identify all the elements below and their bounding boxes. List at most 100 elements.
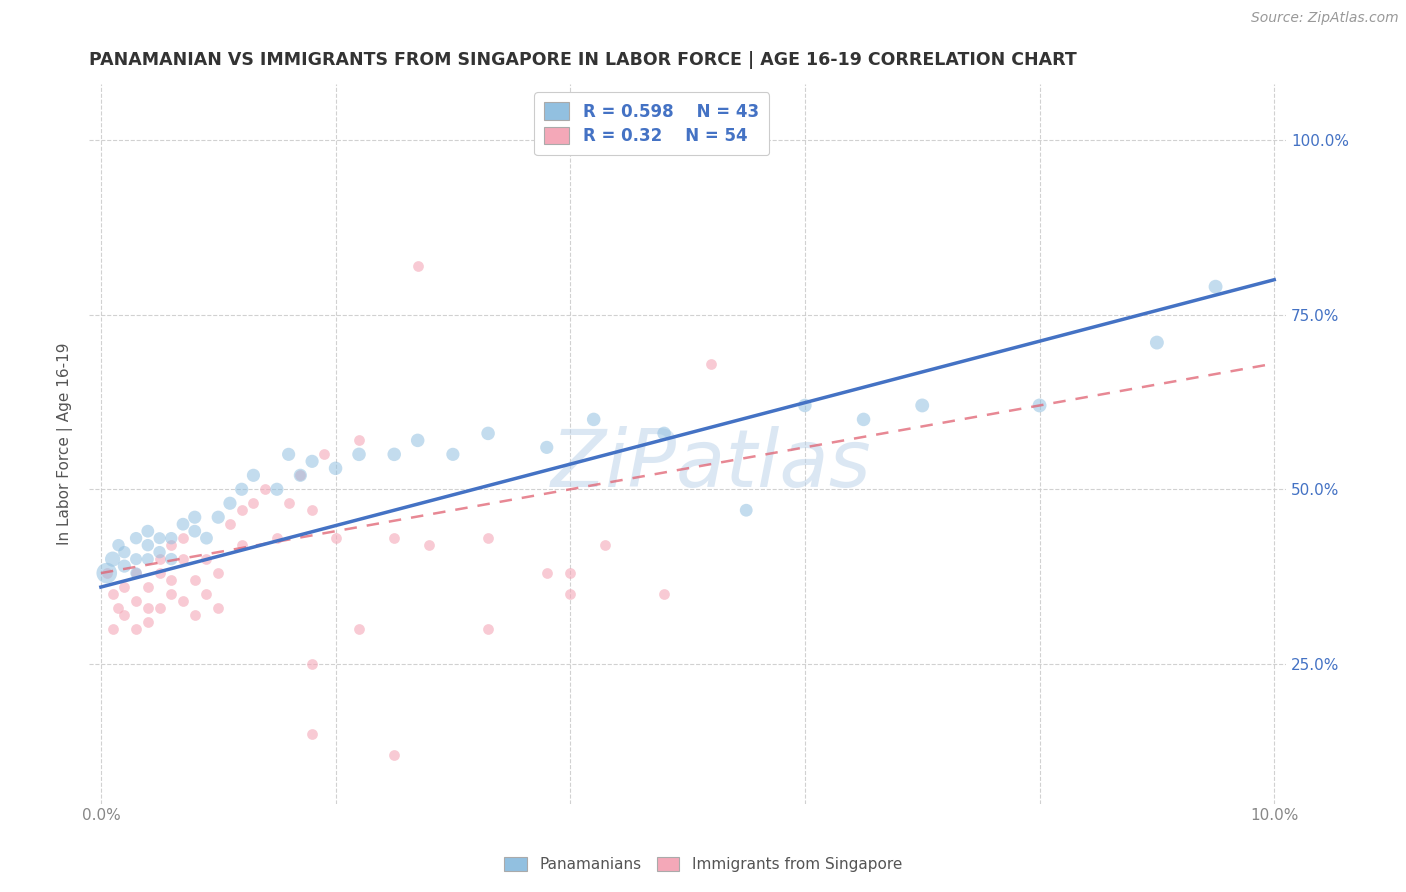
Point xyxy=(125,594,148,608)
Point xyxy=(148,552,170,566)
Point xyxy=(125,566,148,580)
Point xyxy=(406,434,429,448)
Point xyxy=(325,461,347,475)
Point xyxy=(184,524,207,539)
Point xyxy=(231,503,253,517)
Point xyxy=(195,531,218,545)
Point xyxy=(136,552,159,566)
Point xyxy=(301,727,323,741)
Point xyxy=(1028,399,1050,413)
Point xyxy=(301,657,323,671)
Point xyxy=(477,426,499,441)
Point xyxy=(852,412,875,426)
Point xyxy=(347,622,370,636)
Legend: Panamanians, Immigrants from Singapore: Panamanians, Immigrants from Singapore xyxy=(496,849,910,880)
Point xyxy=(382,747,405,762)
Point xyxy=(125,622,148,636)
Point xyxy=(184,510,207,524)
Point xyxy=(160,573,183,587)
Point xyxy=(172,531,194,545)
Point xyxy=(112,580,135,594)
Point xyxy=(277,447,299,461)
Point xyxy=(125,552,148,566)
Point xyxy=(112,559,135,574)
Point xyxy=(207,601,229,615)
Point xyxy=(231,483,253,497)
Point xyxy=(160,552,183,566)
Point xyxy=(277,496,299,510)
Point xyxy=(101,587,124,601)
Point xyxy=(382,531,405,545)
Point xyxy=(301,454,323,468)
Point xyxy=(735,503,758,517)
Point xyxy=(112,545,135,559)
Point xyxy=(290,468,312,483)
Point xyxy=(112,607,135,622)
Point xyxy=(347,447,370,461)
Text: PANAMANIAN VS IMMIGRANTS FROM SINGAPORE IN LABOR FORCE | AGE 16-19 CORRELATION C: PANAMANIAN VS IMMIGRANTS FROM SINGAPORE … xyxy=(89,51,1077,69)
Point xyxy=(219,517,242,532)
Point xyxy=(172,594,194,608)
Point xyxy=(536,566,558,580)
Point xyxy=(160,587,183,601)
Point xyxy=(700,357,723,371)
Point xyxy=(148,545,170,559)
Point xyxy=(136,538,159,552)
Point xyxy=(207,566,229,580)
Point xyxy=(418,538,440,552)
Point xyxy=(231,538,253,552)
Point xyxy=(441,447,464,461)
Point xyxy=(195,587,218,601)
Point xyxy=(172,517,194,532)
Point xyxy=(148,601,170,615)
Point xyxy=(1146,335,1168,350)
Point xyxy=(207,510,229,524)
Point xyxy=(148,566,170,580)
Point xyxy=(136,524,159,539)
Point xyxy=(125,566,148,580)
Point xyxy=(242,468,264,483)
Point xyxy=(266,531,288,545)
Point xyxy=(184,607,207,622)
Point xyxy=(136,615,159,629)
Point xyxy=(125,531,148,545)
Point xyxy=(136,580,159,594)
Point xyxy=(160,538,183,552)
Point xyxy=(477,622,499,636)
Point xyxy=(266,483,288,497)
Point xyxy=(536,441,558,455)
Point xyxy=(911,399,934,413)
Point xyxy=(184,573,207,587)
Point xyxy=(254,483,277,497)
Point xyxy=(301,503,323,517)
Legend: R = 0.598    N = 43, R = 0.32    N = 54: R = 0.598 N = 43, R = 0.32 N = 54 xyxy=(534,93,769,155)
Point xyxy=(560,566,582,580)
Point xyxy=(107,538,129,552)
Point xyxy=(312,447,335,461)
Point xyxy=(325,531,347,545)
Point xyxy=(195,552,218,566)
Point xyxy=(290,468,312,483)
Point xyxy=(96,566,118,580)
Point xyxy=(595,538,617,552)
Point xyxy=(160,531,183,545)
Point xyxy=(347,434,370,448)
Point xyxy=(652,426,675,441)
Point xyxy=(219,496,242,510)
Text: ZiPatlas: ZiPatlas xyxy=(551,426,872,505)
Text: Source: ZipAtlas.com: Source: ZipAtlas.com xyxy=(1251,11,1399,25)
Point xyxy=(101,552,124,566)
Point xyxy=(96,566,118,580)
Point xyxy=(477,531,499,545)
Point xyxy=(382,447,405,461)
Point xyxy=(1205,279,1227,293)
Point xyxy=(242,496,264,510)
Point xyxy=(136,601,159,615)
Point xyxy=(582,412,605,426)
Point xyxy=(148,531,170,545)
Point xyxy=(172,552,194,566)
Point xyxy=(652,587,675,601)
Point xyxy=(107,601,129,615)
Point xyxy=(406,259,429,273)
Point xyxy=(793,399,815,413)
